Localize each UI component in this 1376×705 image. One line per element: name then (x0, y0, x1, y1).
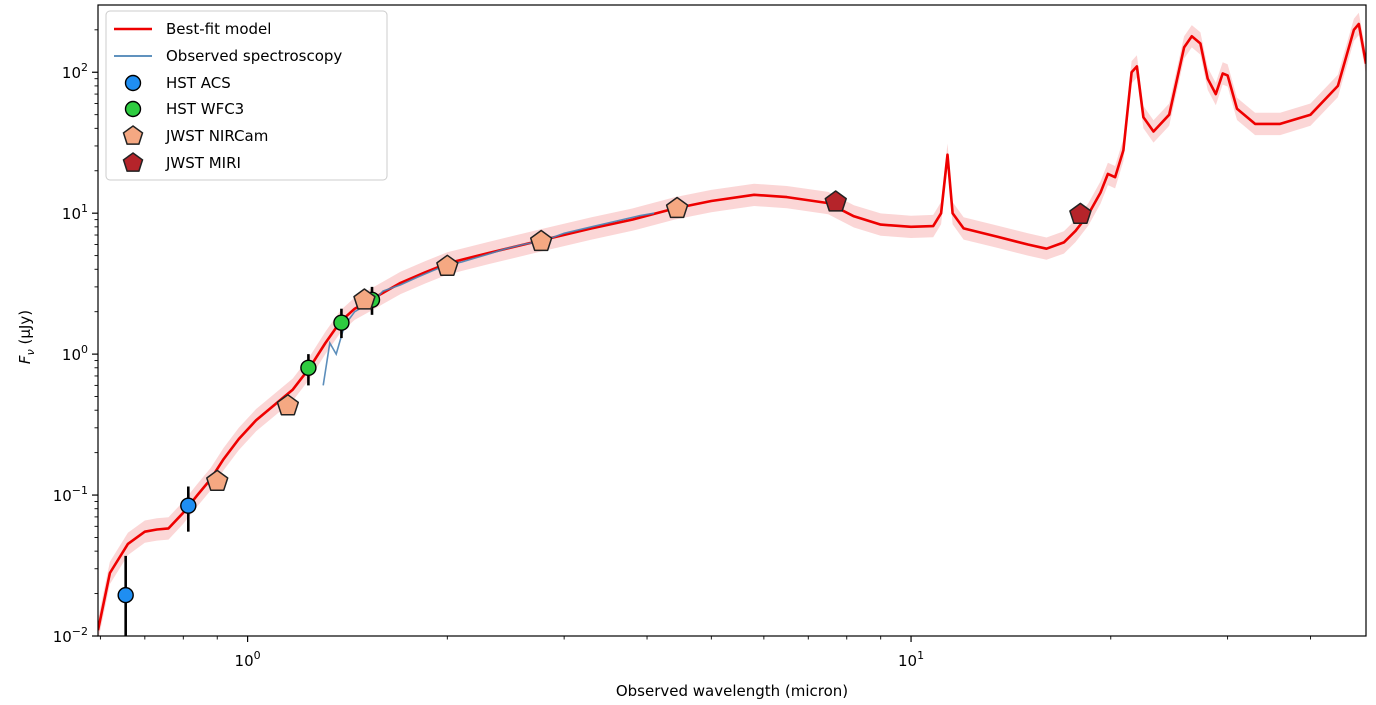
legend-jwst-nircam-swatch (122, 125, 144, 145)
nircam-point-4 (529, 229, 553, 252)
y-tick-label-2: 100 (62, 343, 88, 364)
nircam-point-0 (206, 469, 229, 492)
legend-best-fit-model-label: Best-fit model (166, 20, 271, 38)
legend-hst-acs-swatch (124, 74, 142, 92)
legend-frame (105, 10, 388, 181)
legend-hst-acs-label: HST ACS (166, 74, 231, 92)
legend-jwst-nircam-label: JWST NIRCam (165, 127, 268, 145)
y-axis-label-unit: (μJy) (16, 310, 34, 349)
nircam-point-5 (665, 196, 689, 219)
legend-observed-spectroscopy-label: Observed spectroscopy (166, 47, 342, 65)
axes: 100 101 10−2 10−1 100 101 102 (53, 4, 1367, 670)
plot-frame (97, 4, 1367, 637)
miri-point-1 (1069, 202, 1092, 225)
legend-hst-wfc3-swatch (124, 100, 142, 118)
legend-hst-wfc3-label: HST WFC3 (166, 100, 244, 118)
y-tick-label-0: 10−2 (53, 625, 88, 646)
y-tick-label-4: 102 (62, 61, 88, 82)
y-axis-label: Fν (μJy) (16, 310, 37, 364)
y-axis-label-sub: ν (24, 349, 37, 355)
acs-point-0 (117, 586, 134, 604)
wfc3-point-0 (300, 359, 317, 376)
x-tick-label-0: 100 (235, 649, 261, 670)
best-fit-model-line (98, 22, 1366, 631)
y-axis-label-base: F (16, 355, 34, 364)
acs-point-1 (180, 497, 197, 514)
legend-jwst-miri-label: JWST MIRI (165, 154, 241, 172)
nircam-point-2 (353, 288, 376, 310)
x-tick-label-1: 101 (898, 649, 924, 670)
wfc3-point-1 (333, 314, 350, 331)
x-axis-label: Observed wavelength (micron) (616, 682, 848, 700)
y-tick-label-1: 10−1 (53, 484, 88, 505)
legend: Best-fit model Observed spectroscopy HST A… (105, 10, 388, 181)
nircam-point-1 (276, 394, 300, 416)
photometry-layer (117, 190, 1092, 636)
nircam-point-3 (436, 254, 459, 276)
y-tick-label-3: 101 (62, 202, 88, 223)
legend-jwst-miri-swatch (122, 152, 144, 172)
best-fit-model-layer (98, 22, 1366, 631)
miri-point-0 (824, 190, 847, 212)
